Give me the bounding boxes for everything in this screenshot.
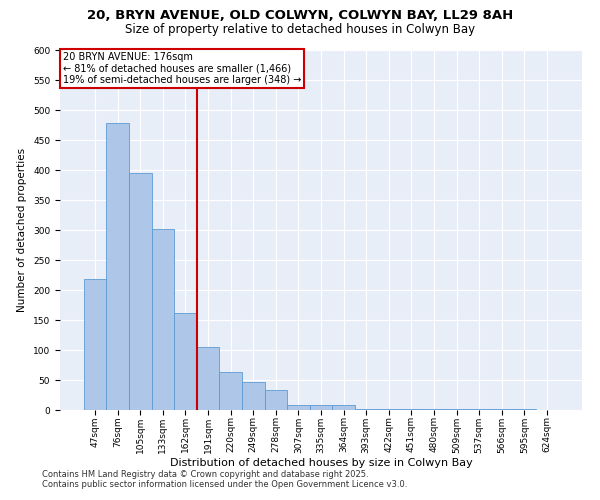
Text: Contains HM Land Registry data © Crown copyright and database right 2025.
Contai: Contains HM Land Registry data © Crown c… — [42, 470, 407, 489]
Bar — [84, 278, 106, 410]
Bar — [106, 122, 129, 410]
Bar — [265, 390, 287, 410]
Bar — [355, 409, 377, 410]
Bar — [242, 382, 265, 410]
Bar — [129, 173, 152, 410]
Bar — [220, 372, 242, 410]
Bar — [152, 229, 174, 410]
Bar — [310, 405, 332, 410]
Y-axis label: Number of detached properties: Number of detached properties — [17, 148, 28, 312]
Bar — [174, 313, 197, 410]
Text: Size of property relative to detached houses in Colwyn Bay: Size of property relative to detached ho… — [125, 22, 475, 36]
Bar — [332, 405, 355, 410]
X-axis label: Distribution of detached houses by size in Colwyn Bay: Distribution of detached houses by size … — [170, 458, 472, 468]
Text: 20, BRYN AVENUE, OLD COLWYN, COLWYN BAY, LL29 8AH: 20, BRYN AVENUE, OLD COLWYN, COLWYN BAY,… — [87, 9, 513, 22]
Bar — [197, 347, 220, 410]
Text: 20 BRYN AVENUE: 176sqm
← 81% of detached houses are smaller (1,466)
19% of semi-: 20 BRYN AVENUE: 176sqm ← 81% of detached… — [62, 52, 301, 85]
Bar — [287, 405, 310, 410]
